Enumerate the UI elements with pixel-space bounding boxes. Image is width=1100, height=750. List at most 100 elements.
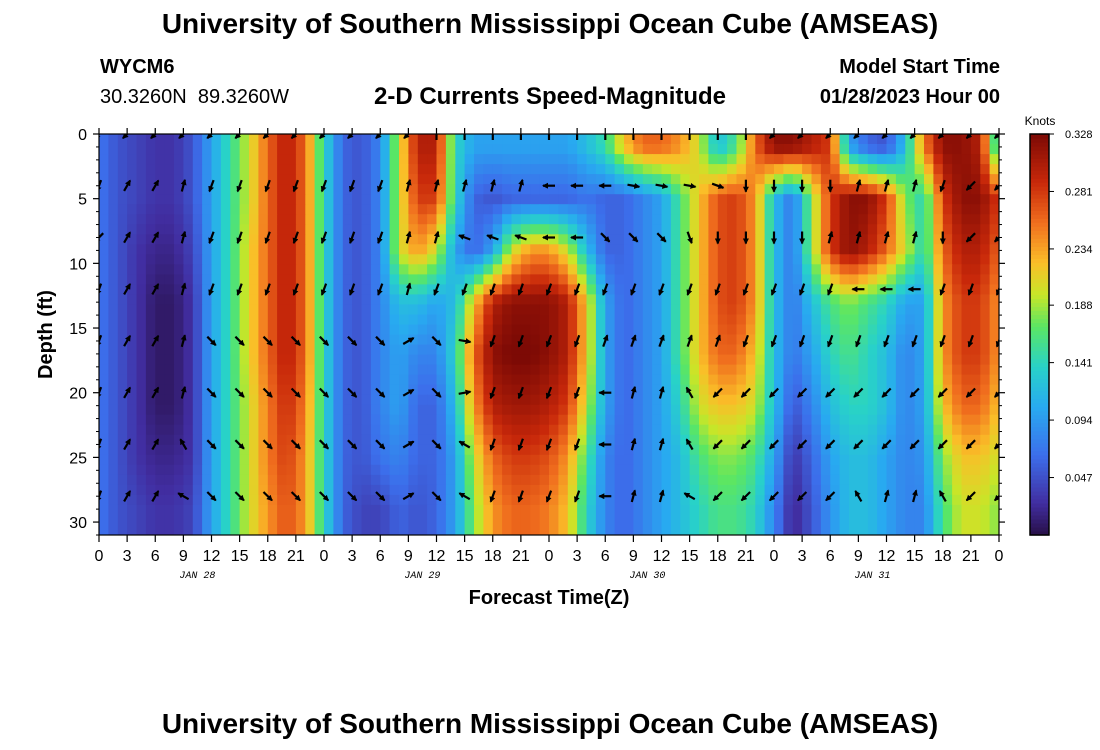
heatmap-cell [989,224,999,235]
heatmap-cell [652,515,663,526]
heatmap-cell [127,404,138,416]
heatmap-cell [155,515,166,526]
heatmap-cell [567,274,578,285]
heatmap-cell [820,134,831,145]
heatmap-cell [820,344,831,356]
heatmap-cell [286,204,297,215]
heatmap-cell [249,515,259,526]
heatmap-cell [183,454,194,466]
heatmap-cell [286,134,297,145]
current-arrow [683,492,696,501]
heatmap-cell [483,174,494,185]
current-arrow [825,387,836,398]
heatmap-cell [689,454,700,466]
heatmap-cell [99,474,109,486]
heatmap-cell [249,404,259,416]
heatmap-cell [708,484,719,496]
heatmap-cell [286,254,297,265]
heatmap-cell [136,234,147,245]
heatmap-cell [708,194,719,205]
current-arrow [431,335,442,346]
heatmap-cell [136,444,147,456]
heatmap-cell [642,414,653,426]
heatmap-cell [970,284,981,295]
heatmap-cell [314,304,325,315]
heatmap-cell [436,204,447,215]
heatmap-cell [258,444,269,456]
heatmap-cell [858,144,869,155]
heatmap-cell [774,344,784,356]
heatmap-cell [389,364,400,376]
heatmap-cell [324,384,334,396]
heatmap-cell [586,304,597,315]
heatmap-cell [745,314,756,326]
heatmap-cell [830,144,841,155]
heatmap-cell [783,224,794,235]
heatmap-cell [670,394,681,406]
heatmap-cell [483,374,494,386]
heatmap-cell [980,484,991,496]
heatmap-cell [717,414,728,426]
heatmap-cell [924,154,934,165]
heatmap-cell [539,474,550,486]
heatmap-cell [145,144,156,155]
current-arrow [348,283,356,296]
heatmap-cell [717,404,728,416]
colorbar-band [1030,318,1049,324]
heatmap-cell [717,525,728,535]
heatmap-cell [605,224,616,235]
heatmap-cell [220,364,231,376]
heatmap-cell [183,154,194,165]
heatmap-cell [802,354,813,366]
heatmap-cell [464,204,475,215]
heatmap-cell [530,525,541,535]
heatmap-cell [792,254,803,265]
heatmap-cell [961,434,972,446]
heatmap-cell [445,294,456,305]
heatmap-cell [699,264,709,275]
heatmap-cell [933,515,944,526]
heatmap-cell [352,404,363,416]
heatmap-cell [989,414,999,426]
heatmap-cell [417,304,428,315]
heatmap-cell [324,334,334,346]
heatmap-cell [155,234,166,245]
heatmap-cell [820,314,831,326]
heatmap-cell [380,364,391,376]
heatmap-cell [727,444,738,456]
heatmap-cell [858,354,869,366]
heatmap-cell [830,154,841,165]
heatmap-cell [305,414,316,426]
heatmap-cell [905,324,916,336]
heatmap-cell [258,464,269,476]
heatmap-cell [352,324,363,336]
heatmap-cell [258,254,269,265]
heatmap-cell [455,434,466,446]
current-arrow [994,391,999,398]
heatmap-cell [661,204,672,215]
heatmap-cell [417,434,428,446]
colorbar-tick-label: 0.188 [1065,300,1093,312]
heatmap-cell [895,374,906,386]
heatmap-cell [877,164,888,175]
heatmap-cell [708,364,719,376]
heatmap-cell [370,304,381,315]
current-arrow [909,134,917,139]
heatmap-cell [249,274,259,285]
heatmap-cell [717,294,728,305]
heatmap-cell [314,354,325,366]
heatmap-cell [352,144,363,155]
heatmap-cell [858,404,869,416]
heatmap-cell [239,144,250,155]
heatmap-cell [980,284,991,295]
current-arrow [883,489,890,503]
heatmap-cell [895,344,906,356]
heatmap-cell [699,515,709,526]
heatmap-cell [399,494,409,506]
heatmap-cell [783,314,794,326]
heatmap-cell [586,154,597,165]
heatmap-cell [727,364,738,376]
heatmap-cell [324,444,334,456]
heatmap-cell [858,464,869,476]
heatmap-cell [577,354,588,366]
